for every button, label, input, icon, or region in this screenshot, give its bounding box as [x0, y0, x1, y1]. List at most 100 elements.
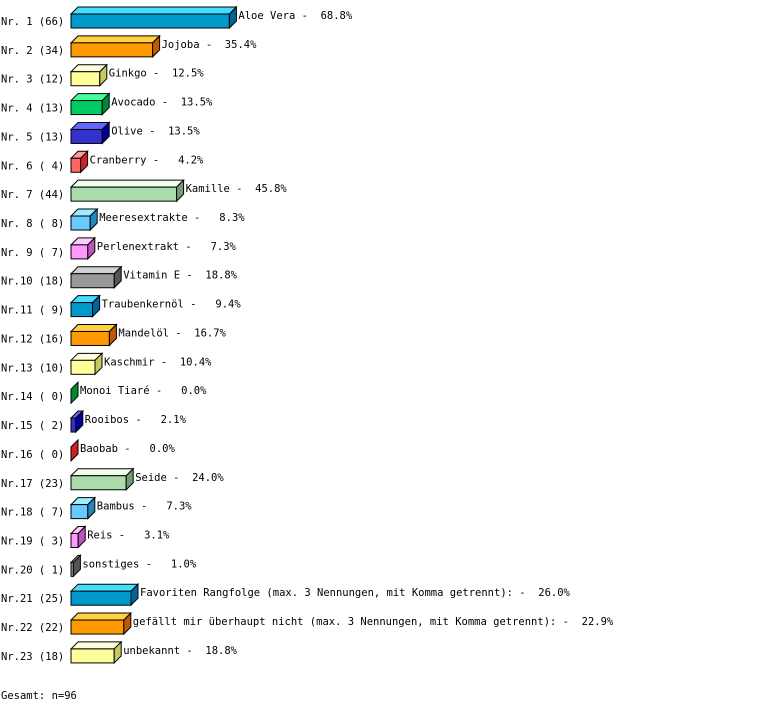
bar: [70, 128, 103, 144]
bar-side: [75, 409, 84, 434]
bar-side: [92, 294, 101, 318]
bar-value-label: Olive - 13.5%: [111, 125, 200, 137]
bar-value-label: Favoriten Rangfolge (max. 3 Nennungen, m…: [140, 587, 571, 599]
bar: [70, 71, 101, 87]
bar-side: [152, 34, 161, 59]
bar: [70, 475, 127, 491]
bar-value-label: Mandelöl - 16.7%: [118, 327, 226, 339]
row-label: Nr. 6 ( 4): [1, 160, 64, 172]
bar-side: [87, 496, 96, 520]
bar-value-label: Baobab - 0.0%: [80, 443, 176, 455]
bar-side: [125, 467, 134, 491]
bar: [70, 215, 91, 231]
bar-side: [80, 150, 89, 174]
bar-top: [69, 612, 133, 621]
bar: [70, 359, 96, 375]
bar-value-label: gefällt mir überhaupt nicht (max. 3 Nenn…: [133, 616, 614, 628]
bar-side: [89, 207, 98, 232]
row-label: Nr.10 (18): [1, 276, 64, 288]
bar-side: [101, 121, 110, 145]
bar: [70, 186, 178, 202]
row-label: Nr.23 (18): [1, 651, 64, 663]
bar-value-label: sonstiges - 1.0%: [82, 558, 196, 570]
bar-side: [123, 611, 132, 636]
bar-side: [101, 92, 110, 116]
bar: [70, 619, 125, 635]
row-label: Nr. 5 (13): [1, 131, 64, 143]
row-label: Nr. 1 (66): [1, 16, 64, 28]
total-count: Gesamt: n=96: [1, 690, 77, 702]
bar: [70, 504, 89, 520]
bar-value-label: Avocado - 13.5%: [111, 97, 213, 109]
bar-side: [77, 525, 86, 549]
bar: [70, 13, 230, 29]
row-label: Nr.16 ( 0): [1, 449, 64, 461]
bar-side: [108, 323, 117, 347]
bar-value-label: Seide - 24.0%: [135, 472, 224, 484]
bar-side: [130, 582, 139, 607]
row-label: Nr.22 (22): [1, 622, 64, 634]
bar-value-label: Reis - 3.1%: [87, 529, 170, 541]
bar-value-label: Rooibos - 2.1%: [85, 414, 187, 426]
bar-side: [72, 554, 81, 578]
bar-value-label: Bambus - 7.3%: [97, 501, 193, 513]
bar-side: [99, 63, 108, 87]
bar-value-label: Monoi Tiaré - 0.0%: [80, 385, 207, 397]
row-label: Nr.19 ( 3): [1, 535, 64, 547]
bar-top: [69, 641, 123, 650]
row-label: Nr.20 ( 1): [1, 564, 64, 576]
bar-top: [69, 179, 185, 188]
bar-side: [228, 5, 237, 30]
bar: [70, 330, 110, 346]
bar: [70, 417, 77, 433]
bar: [70, 648, 115, 664]
row-label: Nr.17 (23): [1, 478, 64, 490]
bar: [70, 532, 79, 548]
bar: [70, 302, 94, 318]
bar-value-label: Jojoba - 35.4%: [162, 39, 258, 51]
bar-top: [69, 323, 118, 332]
row-label: Nr. 8 ( 8): [1, 218, 64, 230]
bar: [70, 590, 132, 606]
bar-value-label: Meeresextrakte - 8.3%: [99, 212, 245, 224]
bar-side: [87, 236, 96, 261]
bar-side: [113, 640, 122, 665]
bar-value-label: Ginkgo - 12.5%: [109, 68, 205, 80]
row-label: Nr. 9 ( 7): [1, 247, 64, 259]
bar-value-label: Vitamin E - 18.8%: [123, 270, 237, 282]
bar-side: [70, 438, 79, 463]
row-label: Nr.21 (25): [1, 593, 64, 605]
bar: [70, 100, 103, 116]
bar-value-label: Traubenkernöl - 9.4%: [102, 299, 242, 311]
row-label: Nr. 7 (44): [1, 189, 64, 201]
bar: [70, 157, 82, 173]
bar: [70, 42, 154, 58]
bar-value-label: Perlenextrakt - 7.3%: [97, 241, 237, 253]
row-label: Nr.11 ( 9): [1, 305, 64, 317]
row-label: Nr.18 ( 7): [1, 507, 64, 519]
row-label: Nr.14 ( 0): [1, 391, 64, 403]
row-label: Nr.12 (16): [1, 333, 64, 345]
bar-value-label: Kamille - 45.8%: [186, 183, 288, 195]
bar-top: [69, 35, 161, 44]
bar-chart: Nr. 1 (66) Aloe Vera - 68.8% Nr. 2 (34) Joj…: [1, 5, 614, 665]
bar-side: [113, 265, 122, 289]
bar-top: [69, 583, 140, 592]
bar-value-label: Kaschmir - 10.4%: [104, 356, 212, 368]
bar-side: [94, 352, 103, 376]
bar-top: [69, 6, 238, 15]
bar-value-label: Aloe Vera - 68.8%: [238, 10, 352, 22]
bar-value-label: Cranberry - 4.2%: [90, 154, 204, 166]
row-label: Nr.15 ( 2): [1, 420, 64, 432]
row-label: Nr. 2 (34): [1, 45, 64, 57]
bar: [70, 244, 89, 260]
bar: [70, 273, 115, 289]
row-label: Nr. 3 (12): [1, 74, 64, 86]
bar-top: [69, 266, 123, 275]
bar-side: [70, 380, 79, 405]
bar-top: [69, 468, 135, 477]
row-label: Nr.13 (10): [1, 362, 64, 374]
bar-value-label: unbekannt - 18.8%: [123, 645, 237, 657]
bar-side: [176, 178, 185, 203]
row-label: Nr. 4 (13): [1, 103, 64, 115]
